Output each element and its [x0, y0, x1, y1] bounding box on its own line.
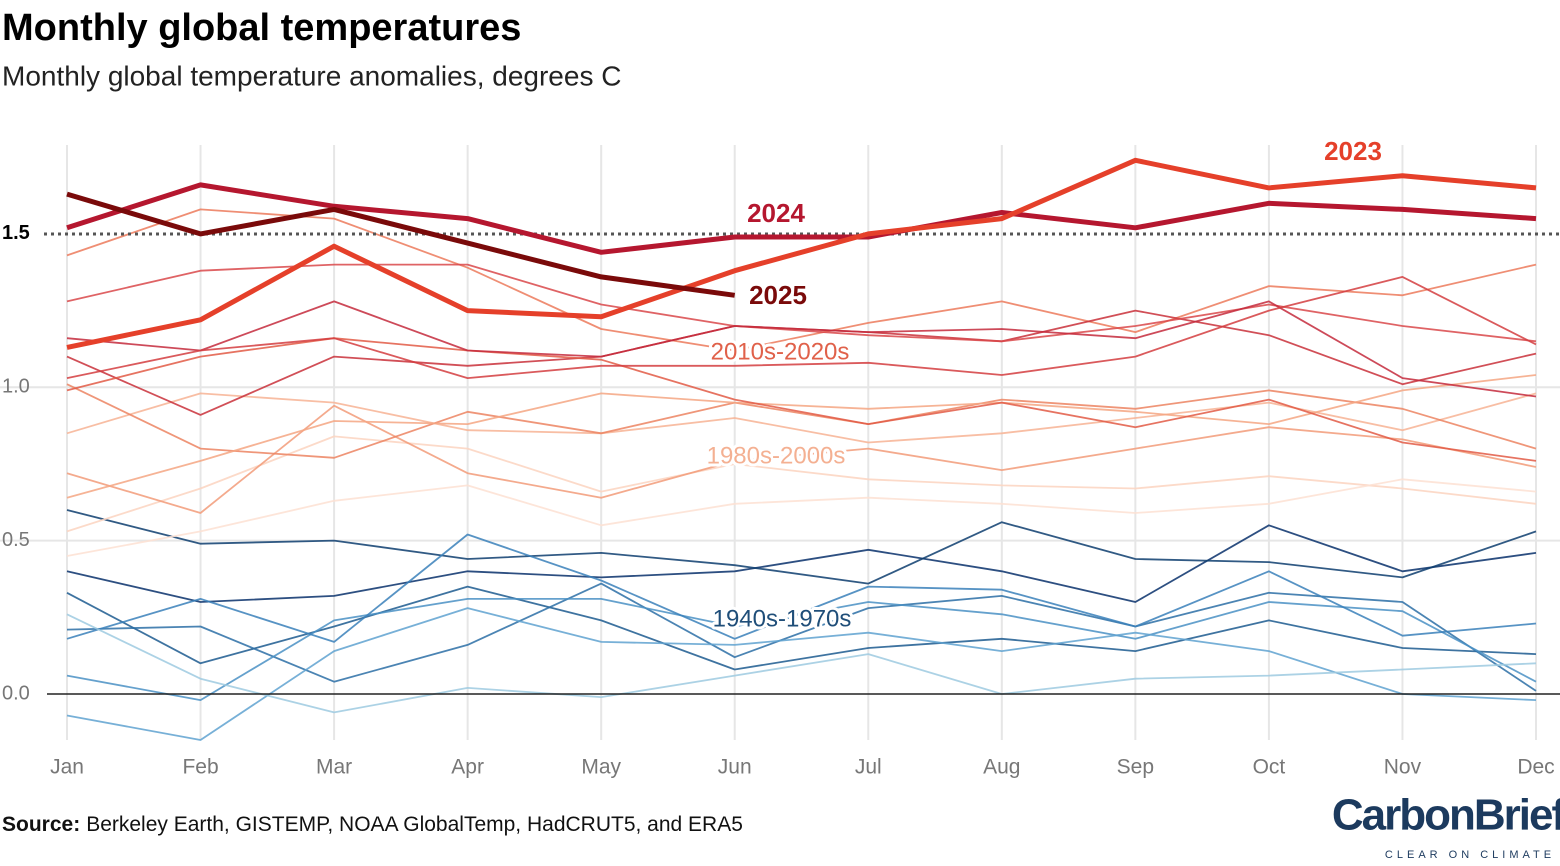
background-line — [66, 374, 1537, 499]
background-line — [66, 300, 1537, 398]
background-line — [66, 533, 1537, 643]
logo-tagline: CLEAR ON CLIMATE — [1385, 849, 1555, 861]
series-line — [66, 191, 736, 298]
background-line — [66, 404, 1537, 514]
source-label: Source: — [2, 813, 80, 836]
y-tick-label: 1.0 — [2, 376, 30, 398]
x-tick-label: Sep — [1117, 756, 1154, 779]
y-tick-label: 0.5 — [2, 529, 30, 551]
series-label: 2024 — [747, 198, 805, 228]
chart-title: Monthly global temperatures — [2, 7, 521, 49]
series-label: 2025 — [749, 280, 807, 310]
x-tick-label: Jun — [718, 756, 752, 779]
series-label: 2023 — [1324, 136, 1382, 166]
logo: CarbonBrief — [1332, 791, 1560, 840]
background-line — [66, 607, 1537, 741]
y-tick-label: 0.0 — [2, 682, 30, 704]
x-tick-label: Apr — [451, 756, 484, 779]
background-line — [66, 509, 1537, 585]
x-tick-label: Jan — [50, 756, 84, 779]
x-tick-label: Dec — [1517, 756, 1554, 779]
x-tick-label: Oct — [1253, 756, 1286, 779]
group-label: 1940s-1970s — [713, 605, 852, 632]
chart-subtitle: Monthly global temperature anomalies, de… — [2, 60, 621, 91]
plot-area: Jan Feb Mar Apr May Jun Jul Aug Sep Oct Nov Dec 0.0 0… — [0, 133, 1560, 779]
y-tick-label: 1.5 — [2, 222, 30, 244]
group-label: 1980s-2000s — [707, 442, 846, 469]
background-line — [66, 613, 1537, 714]
background-line — [66, 383, 1537, 459]
background-line — [66, 524, 1537, 603]
x-tick-label: May — [581, 756, 621, 779]
background-line — [66, 582, 1537, 692]
series-line — [66, 182, 1537, 255]
background-line — [66, 585, 1537, 671]
series-line — [66, 157, 1537, 350]
background-line — [66, 337, 1537, 462]
background-line — [66, 435, 1537, 533]
group-label: 2010s-2020s — [711, 338, 850, 365]
source-text: Berkeley Earth, GISTEMP, NOAA GlobalTemp… — [86, 813, 743, 836]
background-line — [66, 478, 1537, 557]
x-tick-label: Aug — [983, 756, 1020, 779]
x-tick-label: Jul — [855, 756, 882, 779]
x-tick-label: Feb — [182, 756, 218, 779]
source-note: Source: Berkeley Earth, GISTEMP, NOAA Glo… — [2, 813, 743, 836]
background-line — [66, 276, 1537, 379]
x-tick-label: Nov — [1384, 756, 1422, 779]
background-line — [66, 263, 1537, 343]
x-tick-label: Mar — [316, 756, 352, 779]
background-line — [66, 208, 1537, 352]
background-line — [66, 598, 1537, 701]
